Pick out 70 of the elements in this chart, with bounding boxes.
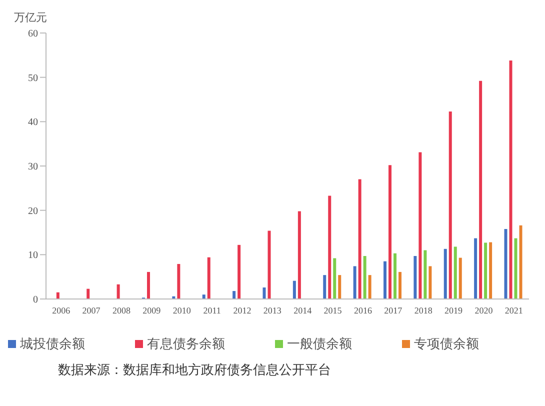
bar [338, 275, 342, 299]
bar [368, 275, 372, 299]
x-tick-label: 2006 [52, 305, 71, 316]
bar [146, 272, 150, 299]
bar [448, 111, 452, 299]
bar [86, 288, 90, 299]
bar [418, 152, 422, 299]
bar [424, 250, 427, 299]
y-tick-label: 20 [28, 206, 38, 217]
x-tick-label: 2020 [474, 305, 494, 316]
bar [202, 294, 206, 299]
x-tick-label: 2008 [112, 305, 131, 316]
x-tick-label: 2011 [203, 305, 221, 316]
bar [428, 266, 432, 299]
bar [363, 256, 366, 299]
x-tick-label: 2012 [233, 305, 252, 316]
x-tick-label: 2016 [354, 305, 372, 316]
source-note: 数据来源：数据库和地方政府债务信息公开平台 [58, 362, 332, 379]
bar [444, 248, 447, 299]
x-tick-label: 2019 [444, 305, 464, 316]
bar [262, 287, 266, 299]
y-tick-label: 40 [28, 117, 38, 128]
bar [116, 284, 120, 299]
bar [489, 242, 492, 299]
x-tick-label: 2018 [414, 305, 433, 316]
legend-label: 城投债余额 [20, 337, 85, 352]
y-tick-label: 30 [28, 162, 38, 173]
x-tick-label: 2013 [263, 305, 282, 316]
bar [298, 211, 301, 299]
bar [454, 246, 457, 299]
bar [177, 264, 180, 299]
x-tick-label: 2014 [294, 305, 312, 316]
bar [328, 196, 332, 299]
bar [479, 80, 482, 299]
x-tick-label: 2017 [384, 305, 403, 316]
bar [519, 225, 522, 299]
bar [509, 60, 512, 299]
bar [323, 275, 326, 299]
bar [414, 256, 417, 299]
bar [333, 258, 336, 299]
x-tick-label: 2010 [172, 305, 192, 316]
bar [484, 242, 488, 299]
bar [474, 238, 478, 299]
y-tick-label: 0 [33, 294, 38, 306]
bar [207, 257, 210, 299]
bar [56, 292, 60, 299]
bar [514, 238, 518, 299]
x-tick-label: 2007 [82, 305, 101, 316]
bar [398, 272, 402, 299]
bar [353, 266, 356, 299]
y-tick-label: 60 [28, 28, 38, 40]
bar [232, 291, 236, 299]
legend-label: 有息债务余额 [147, 337, 225, 352]
legend-label: 一般债余额 [287, 337, 352, 352]
y-tick-label: 10 [28, 250, 38, 262]
bar [268, 230, 271, 299]
x-tick-label: 2009 [142, 305, 162, 316]
bar [358, 179, 362, 299]
legend-label: 专项债余额 [414, 337, 479, 352]
bar [238, 244, 241, 299]
bar [393, 253, 396, 299]
bar [383, 261, 386, 299]
bar [388, 165, 392, 299]
y-axis-title: 万亿元 [14, 10, 47, 25]
bar [504, 228, 508, 299]
x-tick-label: 2015 [324, 305, 342, 316]
x-tick-label: 2021 [504, 305, 523, 316]
bar [458, 258, 462, 299]
bar [292, 280, 296, 299]
y-tick-label: 50 [28, 72, 38, 84]
